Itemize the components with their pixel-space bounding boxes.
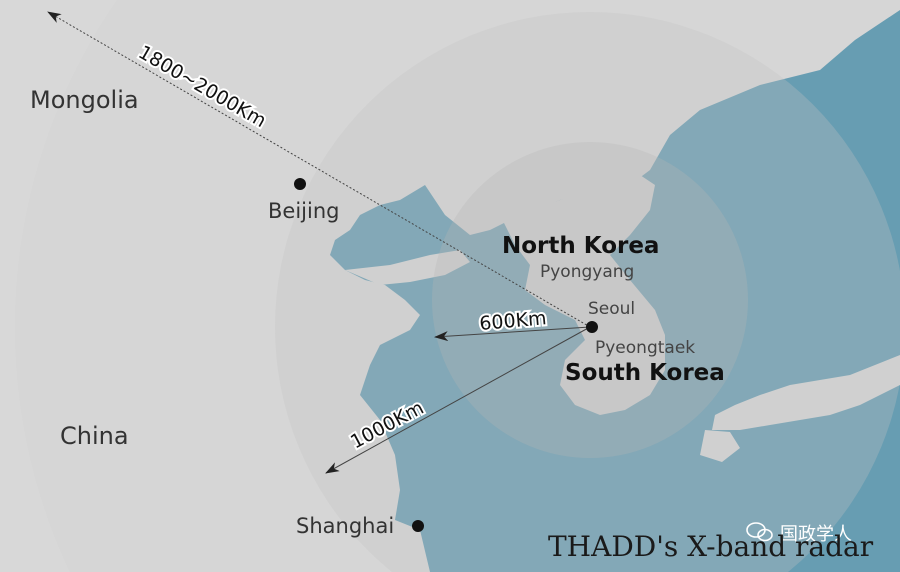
city-dot-icon bbox=[586, 321, 598, 333]
label-shanghai: Shanghai bbox=[296, 514, 394, 538]
japan bbox=[712, 355, 900, 430]
korean-peninsula bbox=[500, 175, 665, 415]
map-caption: THADD's X-band radar bbox=[548, 530, 874, 563]
shandong-peninsula bbox=[345, 250, 470, 285]
label-pyongyang: Pyongyang bbox=[540, 262, 634, 282]
label-mongolia: Mongolia bbox=[30, 86, 139, 114]
range-label-short: 600Km bbox=[479, 307, 548, 335]
long-range-line bbox=[47, 11, 591, 328]
watermark-text: 国政学人 bbox=[780, 524, 852, 545]
label-pyeongtaek: Pyeongtaek bbox=[595, 338, 695, 358]
label-north-korea: North Korea bbox=[502, 233, 659, 259]
label-china: China bbox=[60, 422, 129, 450]
inner-range-ring bbox=[432, 142, 748, 458]
kyushu bbox=[700, 430, 740, 462]
city-dot-icon bbox=[294, 178, 306, 190]
short-range-line bbox=[434, 326, 591, 342]
label-beijing: Beijing bbox=[268, 199, 339, 223]
label-seoul: Seoul bbox=[588, 299, 635, 319]
label-south-korea: South Korea bbox=[565, 360, 725, 386]
middle-range-ring bbox=[275, 12, 900, 572]
city-dot-icon bbox=[412, 520, 424, 532]
wechat-icon bbox=[746, 522, 773, 542]
medium-range-line bbox=[325, 326, 591, 474]
outer-range-ring bbox=[15, 0, 900, 572]
